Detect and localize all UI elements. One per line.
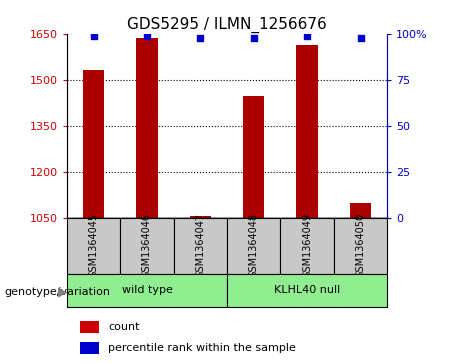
Text: GSM1364049: GSM1364049 bbox=[302, 213, 312, 278]
Bar bbox=[334, 218, 387, 274]
Bar bbox=[243, 95, 265, 218]
Bar bbox=[227, 274, 387, 307]
Text: ▶: ▶ bbox=[59, 285, 68, 298]
Text: KLHL40 null: KLHL40 null bbox=[274, 285, 340, 295]
Point bbox=[197, 35, 204, 41]
Point bbox=[90, 33, 97, 39]
Text: GSM1364048: GSM1364048 bbox=[249, 213, 259, 278]
Bar bbox=[227, 218, 280, 274]
Text: GSM1364046: GSM1364046 bbox=[142, 213, 152, 278]
Bar bbox=[80, 321, 99, 333]
Text: count: count bbox=[108, 322, 140, 332]
Text: GSM1364047: GSM1364047 bbox=[195, 213, 205, 278]
Text: GSM1364050: GSM1364050 bbox=[355, 213, 366, 278]
Bar bbox=[67, 218, 120, 274]
Bar bbox=[280, 218, 334, 274]
Bar bbox=[350, 203, 371, 218]
Text: genotype/variation: genotype/variation bbox=[5, 287, 111, 297]
Point bbox=[357, 35, 364, 41]
Bar bbox=[174, 218, 227, 274]
Point bbox=[303, 33, 311, 39]
Point bbox=[250, 35, 257, 41]
Bar bbox=[83, 70, 104, 218]
Point bbox=[143, 33, 151, 39]
Bar bbox=[136, 38, 158, 218]
Bar bbox=[80, 342, 99, 354]
Bar bbox=[67, 274, 227, 307]
Text: wild type: wild type bbox=[122, 285, 172, 295]
Bar bbox=[296, 45, 318, 218]
Text: percentile rank within the sample: percentile rank within the sample bbox=[108, 343, 296, 353]
Bar bbox=[120, 218, 174, 274]
Bar bbox=[189, 216, 211, 218]
Title: GDS5295 / ILMN_1256676: GDS5295 / ILMN_1256676 bbox=[127, 17, 327, 33]
Text: GSM1364045: GSM1364045 bbox=[89, 213, 99, 278]
